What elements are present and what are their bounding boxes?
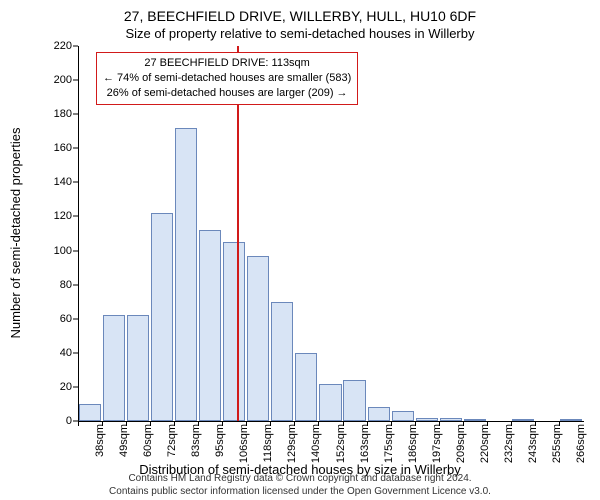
- x-tick-label: 197sqm: [431, 424, 443, 463]
- x-tick-label: 152sqm: [335, 424, 347, 463]
- x-tick-mark: [270, 421, 271, 426]
- histogram-bar: [295, 353, 317, 421]
- x-tick-label: 106sqm: [238, 424, 250, 463]
- x-tick-label: 186sqm: [407, 424, 419, 463]
- y-tick-label: 100: [48, 245, 72, 257]
- y-tick-mark: [73, 352, 78, 353]
- x-tick-mark: [343, 421, 344, 426]
- y-tick-mark: [73, 114, 78, 115]
- x-tick-label: 95sqm: [214, 424, 226, 457]
- annotation-line2: ← 74% of semi-detached houses are smalle…: [103, 71, 351, 86]
- x-tick-label: 129sqm: [286, 424, 298, 463]
- histogram-bar: [103, 315, 125, 421]
- x-tick-mark: [415, 421, 416, 426]
- histogram-bar: [127, 315, 149, 421]
- y-tick-label: 160: [48, 142, 72, 154]
- x-tick-mark: [222, 421, 223, 426]
- histogram-bar: [319, 384, 341, 422]
- x-tick-mark: [535, 421, 536, 426]
- annotation-box: 27 BEECHFIELD DRIVE: 113sqm ← 74% of sem…: [96, 52, 358, 105]
- histogram-bar: [271, 302, 293, 421]
- x-tick-mark: [463, 421, 464, 426]
- histogram-bar: [79, 404, 101, 421]
- x-tick-mark: [198, 421, 199, 426]
- x-tick-label: 243sqm: [527, 424, 539, 463]
- x-tick-mark: [367, 421, 368, 426]
- annotation-line3: 26% of semi-detached houses are larger (…: [103, 86, 351, 101]
- histogram-bar: [416, 418, 438, 421]
- x-tick-label: 118sqm: [262, 424, 274, 462]
- x-tick-label: 209sqm: [455, 424, 467, 463]
- x-tick-label: 255sqm: [551, 424, 563, 463]
- histogram-bar: [368, 407, 390, 421]
- x-tick-label: 175sqm: [383, 424, 395, 463]
- chart-title: 27, BEECHFIELD DRIVE, WILLERBY, HULL, HU…: [0, 8, 600, 24]
- x-tick-mark: [174, 421, 175, 426]
- y-tick-mark: [73, 318, 78, 319]
- x-tick-label: 140sqm: [310, 424, 322, 463]
- y-tick-mark: [73, 386, 78, 387]
- histogram-bar: [392, 411, 414, 421]
- histogram-bar: [151, 213, 173, 421]
- y-tick-mark: [73, 250, 78, 251]
- x-tick-label: 60sqm: [142, 424, 154, 457]
- y-tick-mark: [73, 182, 78, 183]
- y-tick-label: 80: [48, 279, 72, 291]
- x-tick-mark: [294, 421, 295, 426]
- footer-line1: Contains HM Land Registry data © Crown c…: [0, 472, 600, 485]
- x-tick-mark: [391, 421, 392, 426]
- x-tick-mark: [487, 421, 488, 426]
- histogram-bar: [560, 419, 582, 421]
- y-tick-label: 220: [48, 40, 72, 52]
- x-tick-label: 38sqm: [94, 424, 106, 457]
- y-tick-label: 180: [48, 108, 72, 120]
- histogram-bar: [343, 380, 365, 421]
- y-tick-mark: [73, 46, 78, 47]
- x-tick-mark: [559, 421, 560, 426]
- y-tick-label: 0: [48, 415, 72, 427]
- y-tick-label: 40: [48, 347, 72, 359]
- y-tick-mark: [73, 80, 78, 81]
- x-tick-mark: [150, 421, 151, 426]
- y-tick-label: 120: [48, 210, 72, 222]
- x-tick-mark: [78, 421, 79, 426]
- y-tick-label: 20: [48, 381, 72, 393]
- annotation-line1: 27 BEECHFIELD DRIVE: 113sqm: [103, 56, 351, 71]
- x-tick-label: 72sqm: [166, 424, 178, 457]
- x-tick-mark: [511, 421, 512, 426]
- x-tick-mark: [439, 421, 440, 426]
- histogram-bar: [223, 242, 245, 421]
- x-tick-label: 83sqm: [190, 424, 202, 457]
- chart-subtitle: Size of property relative to semi-detach…: [0, 26, 600, 41]
- x-tick-label: 266sqm: [575, 424, 587, 463]
- footer-line2: Contains public sector information licen…: [0, 485, 600, 498]
- y-axis-label: Number of semi-detached properties: [8, 128, 23, 339]
- x-tick-mark: [126, 421, 127, 426]
- y-tick-label: 200: [48, 74, 72, 86]
- x-tick-label: 49sqm: [118, 424, 130, 457]
- x-tick-label: 232sqm: [503, 424, 515, 463]
- x-tick-label: 220sqm: [479, 424, 491, 463]
- histogram-chart: 27, BEECHFIELD DRIVE, WILLERBY, HULL, HU…: [0, 0, 600, 500]
- y-tick-mark: [73, 216, 78, 217]
- footer-text: Contains HM Land Registry data © Crown c…: [0, 472, 600, 498]
- histogram-bar: [247, 256, 269, 421]
- histogram-bar: [175, 128, 197, 421]
- y-tick-mark: [73, 148, 78, 149]
- x-tick-mark: [102, 421, 103, 426]
- histogram-bar: [440, 418, 462, 421]
- y-tick-label: 60: [48, 313, 72, 325]
- x-tick-label: 163sqm: [359, 424, 371, 463]
- y-tick-label: 140: [48, 176, 72, 188]
- x-tick-mark: [318, 421, 319, 426]
- histogram-bar: [512, 419, 534, 421]
- histogram-bar: [199, 230, 221, 421]
- x-tick-mark: [246, 421, 247, 426]
- y-tick-mark: [73, 284, 78, 285]
- histogram-bar: [464, 419, 486, 421]
